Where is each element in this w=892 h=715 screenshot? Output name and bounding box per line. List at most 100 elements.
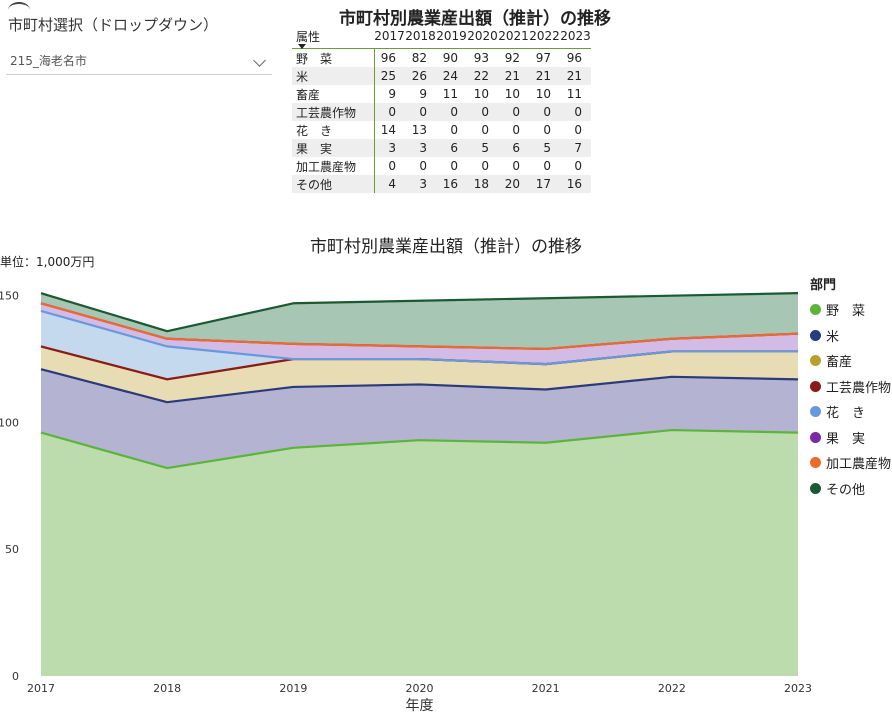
table-cell: 90 — [442, 51, 458, 65]
table-cell: 0 — [481, 123, 489, 137]
legend-marker-icon — [810, 304, 821, 316]
table-cell: 0 — [574, 159, 582, 173]
column-header-year[interactable]: 2023 — [560, 24, 591, 49]
table-cell: 0 — [543, 159, 551, 173]
column-header-year[interactable]: 2017 — [374, 24, 405, 49]
table-cell: 20 — [498, 175, 529, 193]
table-cell: 21 — [560, 67, 591, 85]
row-label: 野 菜 — [292, 48, 375, 67]
x-tick-label: 2021 — [532, 682, 560, 695]
table-cell: 13 — [411, 123, 427, 137]
area-series[interactable] — [41, 293, 798, 349]
series-line[interactable] — [40, 368, 799, 404]
row-label: その他 — [292, 175, 375, 193]
row-label: 果 実 — [292, 139, 375, 157]
table-cell: 10 — [535, 87, 551, 101]
table-cell: 0 — [560, 103, 591, 121]
series-line[interactable] — [40, 428, 799, 470]
legend-label: 果 実 — [826, 431, 866, 447]
column-header-year[interactable]: 2021 — [498, 24, 529, 49]
table-cell: 16 — [436, 175, 467, 193]
legend-label: 米 — [826, 329, 840, 345]
table-cell: 18 — [467, 175, 498, 193]
table-row: 野 菜 96 82 90 93 92 97 96 — [292, 48, 591, 67]
table-cell: 22 — [467, 67, 498, 85]
table-cell: 0 — [574, 123, 582, 137]
area-series[interactable] — [41, 346, 798, 403]
column-header-label: 属性 — [296, 29, 321, 44]
table-cell: 92 — [504, 51, 520, 65]
table-row: 畜産 9 9 11 10 10 10 11 — [292, 85, 591, 103]
table-cell: 0 — [543, 123, 551, 137]
table-cell: 6 — [498, 139, 529, 157]
x-tick-label: 2020 — [406, 682, 434, 695]
area-series[interactable] — [41, 369, 798, 469]
series-line[interactable] — [40, 302, 799, 351]
y-tick-label: 150 — [0, 290, 19, 303]
legend-item[interactable]: 野 菜 — [810, 297, 891, 323]
legend-marker-icon — [810, 406, 821, 418]
column-header-year[interactable]: 2022 — [529, 24, 560, 49]
table-cell: 11 — [566, 87, 582, 101]
table-cell: 96 — [380, 51, 396, 65]
legend-label: その他 — [826, 482, 866, 498]
series-line[interactable] — [40, 309, 798, 366]
table-cell: 82 — [411, 51, 427, 65]
legend-item[interactable]: 花 き — [810, 399, 891, 425]
table-cell: 0 — [467, 103, 498, 121]
legend-item[interactable]: 畜産 — [810, 348, 891, 374]
dropdown-selected-value: 215_海老名市 — [10, 54, 87, 68]
table-cell: 0 — [405, 103, 436, 121]
table-cell: 6 — [436, 139, 467, 157]
row-label: 加工農産物 — [292, 157, 375, 175]
legend-label: 畜産 — [826, 355, 853, 371]
series-line[interactable] — [40, 292, 799, 333]
legend-label: 花 き — [826, 406, 866, 422]
legend-item[interactable]: 米 — [810, 323, 891, 349]
table-cell: 97 — [535, 51, 551, 65]
slicer-title: 市町村選択（ドロップダウン） — [8, 16, 219, 34]
area-series[interactable] — [41, 310, 798, 380]
table-row: 花 き 14 13 0 0 0 0 0 — [292, 121, 591, 139]
table-cell: 0 — [481, 159, 489, 173]
area-series[interactable] — [41, 430, 798, 676]
table-cell: 10 — [504, 87, 520, 101]
row-label: 工芸農作物 — [292, 103, 375, 121]
table-cell: 10 — [473, 87, 489, 101]
table-cell: 5 — [467, 139, 498, 157]
table-cell: 3 — [374, 139, 405, 157]
x-tick-label: 2023 — [784, 682, 812, 695]
legend-item[interactable]: 果 実 — [810, 425, 891, 451]
municipality-dropdown[interactable]: 215_海老名市 — [6, 46, 272, 75]
area-series[interactable] — [41, 303, 798, 365]
table-cell: 0 — [450, 123, 458, 137]
legend-marker-icon — [810, 355, 821, 367]
column-header-year[interactable]: 2019 — [436, 24, 467, 49]
sort-down-icon[interactable] — [298, 44, 306, 49]
x-tick-label: 2017 — [27, 682, 55, 695]
legend-marker-icon — [810, 380, 821, 392]
table-cell: 25 — [374, 67, 405, 85]
table-row: 工芸農作物 0 0 0 0 0 0 0 — [292, 103, 591, 121]
column-header-year[interactable]: 2020 — [467, 24, 498, 49]
table-cell: 5 — [529, 139, 560, 157]
legend-item[interactable]: 加工農産物 — [810, 450, 891, 476]
legend-item[interactable]: その他 — [810, 476, 891, 502]
table-cell: 96 — [566, 51, 582, 65]
table-cell: 0 — [388, 159, 396, 173]
x-tick-label: 2022 — [658, 682, 686, 695]
legend-marker-icon — [810, 482, 821, 494]
legend-item[interactable]: 工芸農作物 — [810, 374, 891, 400]
legend-marker-icon — [810, 329, 821, 341]
column-header-year[interactable]: 2018 — [405, 24, 436, 49]
column-header-attribute[interactable]: 属性 — [292, 24, 374, 49]
x-axis-label: 年度 — [406, 698, 434, 714]
table-cell: 3 — [405, 139, 436, 157]
unit-label: 単位：1,000万円 — [0, 255, 95, 269]
y-tick-label: 0 — [12, 670, 19, 683]
table-cell: 24 — [436, 67, 467, 85]
table-row: 加工農産物 0 0 0 0 0 0 0 — [292, 157, 591, 175]
table-cell: 0 — [512, 159, 520, 173]
